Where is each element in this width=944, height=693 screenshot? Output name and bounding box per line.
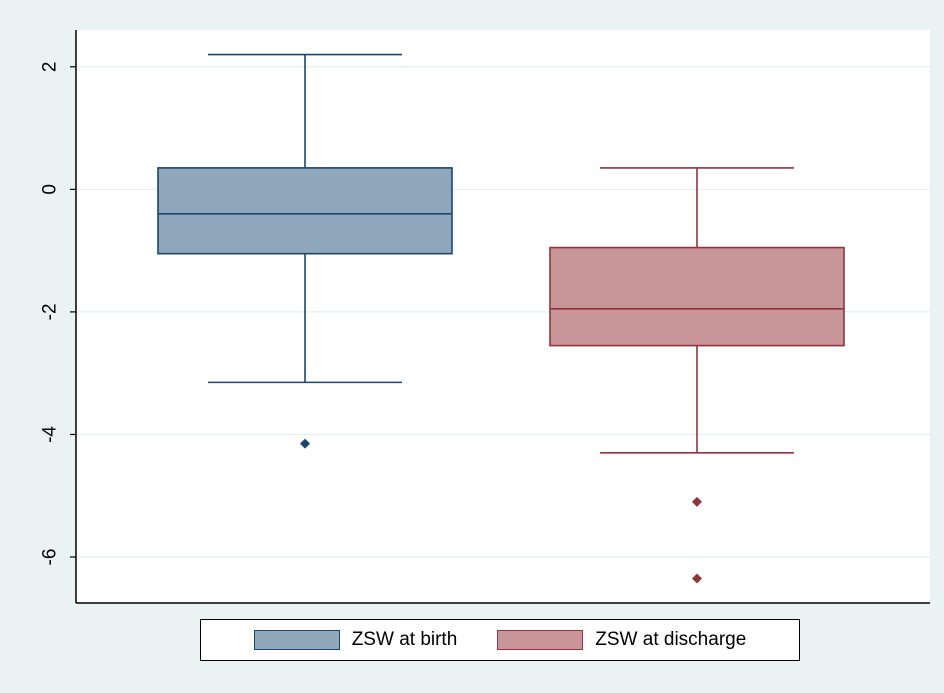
legend-item-1: ZSW at birth xyxy=(253,629,458,651)
box-1 xyxy=(157,167,453,255)
y-tick-label-1: 0 xyxy=(40,184,61,195)
outlier-2-1 xyxy=(692,496,702,507)
outlier-2-2 xyxy=(692,573,702,584)
legend-swatch-discharge xyxy=(497,630,584,650)
y-tick-label-3: -4 xyxy=(40,426,61,443)
y-tick-label-0: 2 xyxy=(40,61,61,72)
legend-label-discharge: ZSW at discharge xyxy=(595,629,747,650)
legend-swatch-birth xyxy=(253,630,340,650)
outlier-1-1 xyxy=(300,438,310,449)
y-tick-label-2: -2 xyxy=(40,303,61,320)
legend-label-birth: ZSW at birth xyxy=(351,629,458,650)
y-tick-label-4: -6 xyxy=(40,549,61,566)
box-2 xyxy=(549,246,845,347)
legend: ZSW at birth ZSW at discharge xyxy=(200,619,800,661)
legend-item-2: ZSW at discharge xyxy=(497,629,746,651)
